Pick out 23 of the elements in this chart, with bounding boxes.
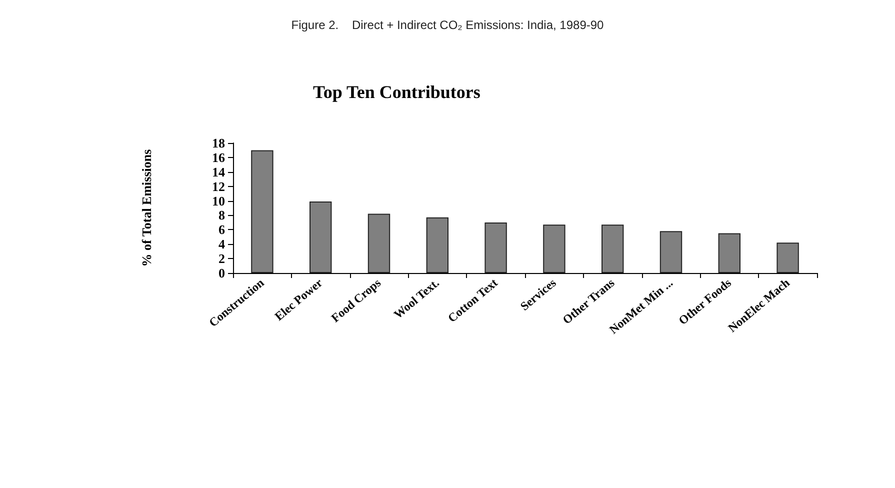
bar — [718, 233, 740, 273]
bar — [602, 224, 624, 273]
y-tick-label: 14 — [212, 164, 226, 180]
y-tick-label: 6 — [218, 222, 226, 238]
y-tick-label: 10 — [212, 193, 225, 208]
y-tick-label: 12 — [212, 178, 225, 194]
bar — [776, 242, 799, 273]
y-tick-label: 8 — [218, 208, 226, 223]
bar — [660, 231, 682, 273]
y-tick-label: 18 — [212, 136, 226, 150]
y-tick-label: 4 — [218, 236, 226, 252]
y-tick-label: 2 — [218, 251, 225, 266]
y-axis-title: % of Total Emissions — [139, 149, 154, 267]
bar — [484, 222, 507, 273]
bar — [251, 150, 274, 273]
chart-title: Figure 2. Direct + Indirect CO₂ Emissions: India, 1989-90 — [291, 18, 604, 32]
y-tick-label: 0 — [218, 266, 225, 280]
bar — [543, 224, 566, 273]
bar — [368, 214, 390, 273]
y-tick-label: 16 — [212, 150, 226, 165]
bar — [426, 217, 448, 273]
bar — [310, 202, 332, 273]
chart-subtitle: Top Ten Contributors — [313, 82, 480, 102]
